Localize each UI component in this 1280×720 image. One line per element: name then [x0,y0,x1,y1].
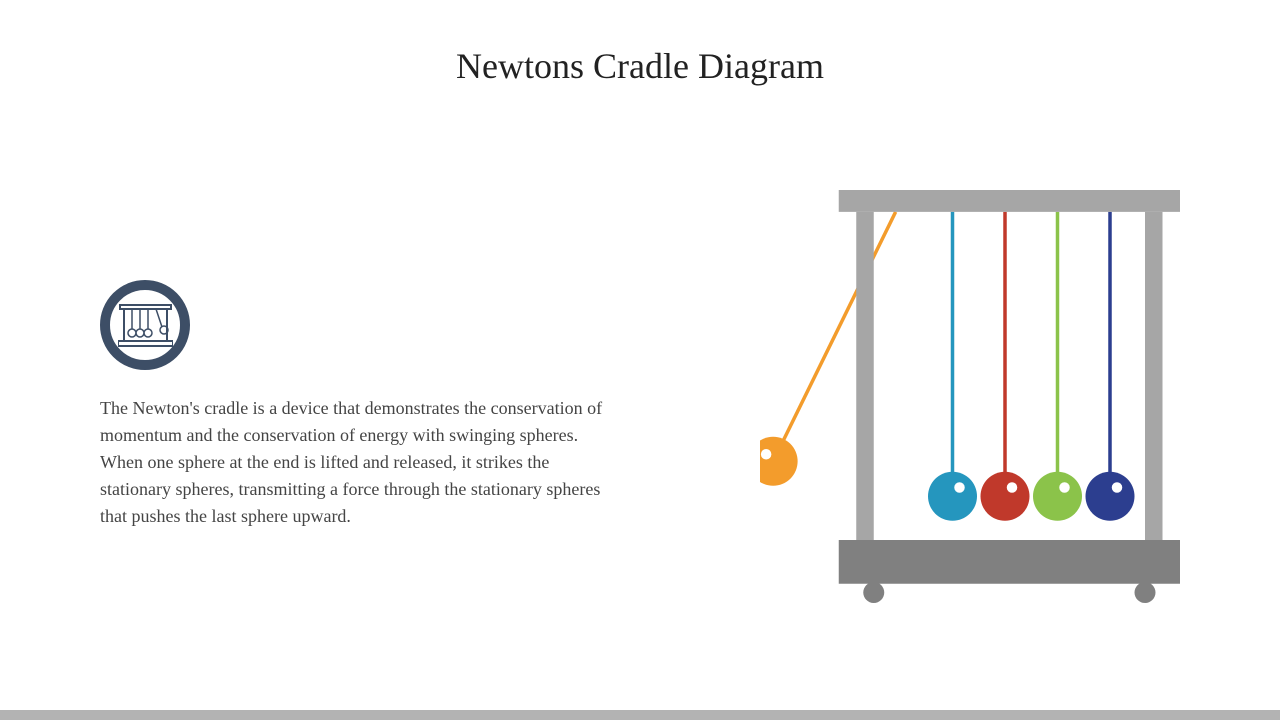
footer-bar [0,710,1280,720]
content-left: The Newton's cradle is a device that dem… [100,280,620,530]
page-title: Newtons Cradle Diagram [0,0,1280,87]
cradle-mini-icon [118,303,173,348]
cradle-icon [100,280,190,370]
cradle-svg [760,160,1180,640]
description-text: The Newton's cradle is a device that dem… [100,395,620,530]
cradle-diagram [760,160,1180,640]
